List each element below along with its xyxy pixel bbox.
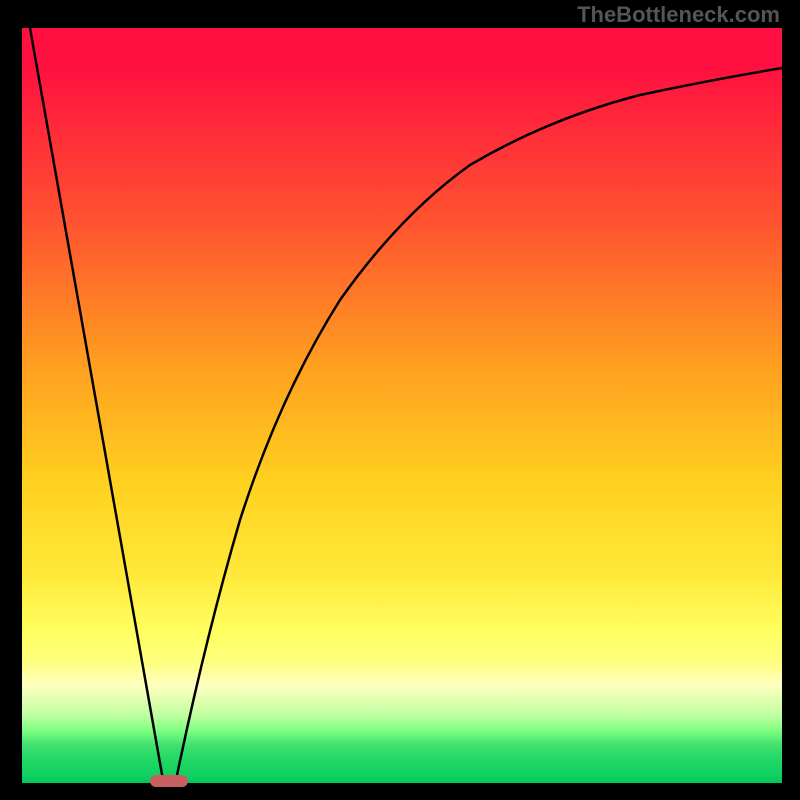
chart-plot-area — [22, 28, 782, 783]
optimal-marker — [150, 775, 188, 787]
watermark-text: TheBottleneck.com — [577, 2, 780, 28]
